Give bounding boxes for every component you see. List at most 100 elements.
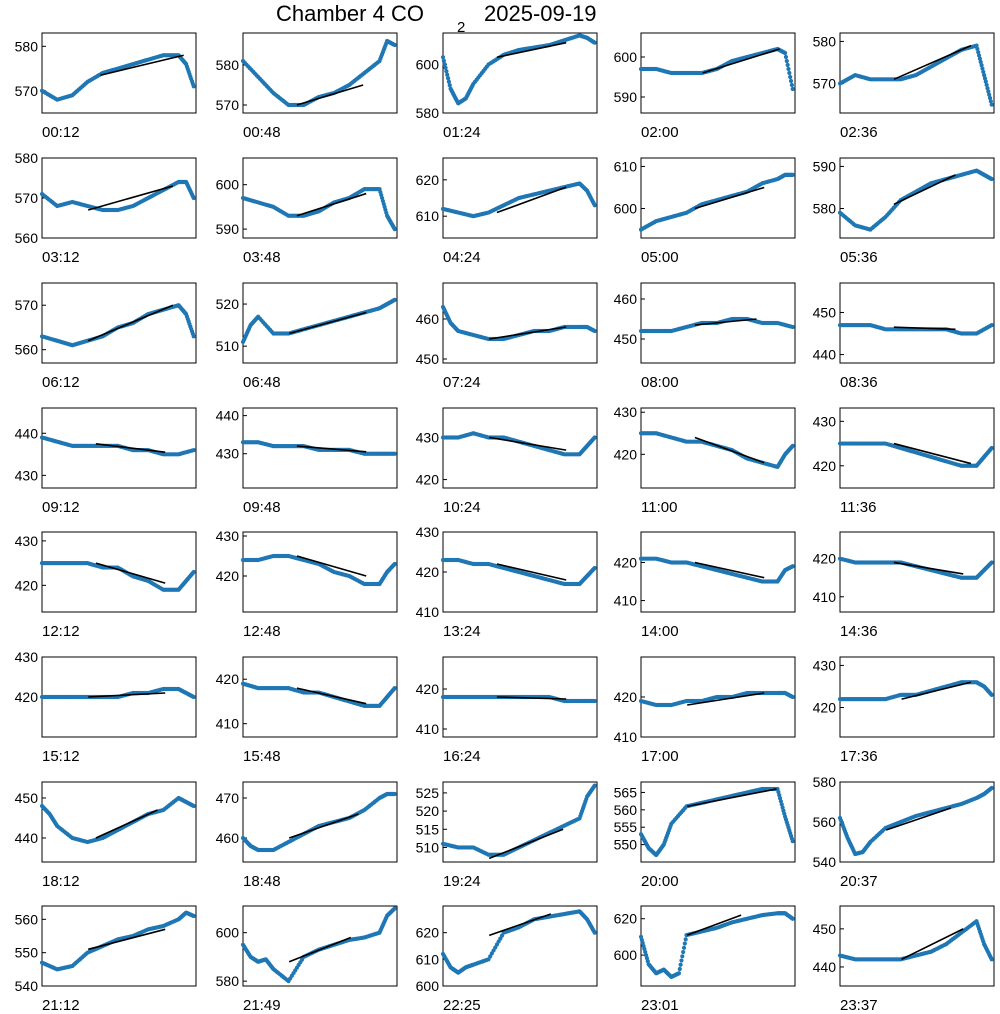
panel-1548: 410 420 15:48	[216, 656, 398, 765]
y-tick-label: 410	[416, 604, 440, 620]
y-tick-label: 420	[15, 577, 39, 593]
panel-0724: 450 460 07:24	[416, 282, 598, 391]
axes-frame	[41, 781, 197, 863]
y-tick-label: 560	[15, 342, 39, 358]
y-tick-label: 590	[614, 89, 638, 105]
panel-0912: 430 440 09:12	[15, 407, 197, 516]
y-tick-label: 590	[813, 158, 837, 174]
data-points	[837, 168, 994, 232]
axes-frame	[640, 905, 796, 987]
data-points	[240, 553, 397, 587]
title-subscript: 2	[457, 19, 465, 36]
y-tick-label: 570	[15, 190, 39, 206]
data-points	[638, 786, 795, 858]
y-tick-label: 410	[614, 729, 638, 745]
data-points	[837, 43, 994, 107]
fit-line	[893, 174, 956, 206]
data-points	[440, 431, 597, 457]
data-point	[790, 694, 795, 700]
y-tick-label: 420	[216, 671, 240, 687]
panel-0612: 560 570 06:12	[15, 282, 197, 391]
panel-0836: 440 450 08:36	[813, 282, 995, 391]
fit-line	[288, 813, 359, 839]
axes-frame	[442, 157, 598, 239]
fit-line	[496, 696, 567, 700]
y-tick-label: 420	[614, 554, 638, 570]
data-point	[683, 937, 688, 942]
y-tick-label: 600	[216, 925, 240, 941]
data-points	[638, 431, 795, 470]
panel-time-label: 13:24	[443, 623, 481, 640]
data-points	[240, 38, 397, 108]
panel-2037: 540 560 580 20:37	[813, 774, 995, 890]
y-tick-label: 420	[614, 446, 638, 462]
data-point	[191, 569, 196, 575]
data-point	[191, 195, 196, 201]
panel-0948: 430 440 09:48	[216, 407, 398, 516]
data-points	[837, 919, 994, 962]
data-point	[392, 297, 397, 302]
y-tick-label: 560	[15, 230, 39, 246]
y-tick-label: 580	[216, 973, 240, 989]
data-points	[240, 681, 397, 708]
data-point	[788, 78, 794, 84]
data-point	[784, 58, 789, 64]
panel-time-label: 23:37	[840, 997, 878, 1014]
panel-1324: 410 420 430 13:24	[416, 524, 598, 640]
data-points	[440, 181, 597, 219]
data-point	[981, 69, 986, 74]
data-point	[785, 62, 790, 68]
panel-time-label: 23:01	[641, 997, 679, 1014]
panel-0348: 590 600 03:48	[216, 157, 398, 266]
y-tick-label: 550	[614, 837, 638, 853]
fit-line	[488, 913, 552, 937]
y-tick-label: 565	[614, 784, 638, 800]
data-point	[392, 686, 397, 691]
data-point	[191, 694, 196, 700]
y-tick-label: 580	[813, 774, 837, 790]
data-point	[789, 82, 794, 88]
data-point	[679, 958, 684, 963]
axes-frame	[242, 282, 398, 364]
panel-time-label: 20:00	[641, 873, 679, 890]
axes-frame	[839, 407, 995, 489]
panel-time-label: 05:00	[641, 249, 679, 266]
fit-line	[296, 84, 364, 106]
data-points	[39, 53, 196, 102]
axes-frame	[41, 282, 197, 364]
data-point	[446, 79, 452, 84]
data-point	[988, 99, 993, 104]
panel-2301: 600 620 23:01	[614, 905, 796, 1014]
axes-frame	[640, 531, 796, 613]
data-point	[989, 957, 994, 962]
y-tick-label: 440	[15, 830, 39, 846]
axes-frame	[242, 407, 398, 489]
data-point	[790, 564, 795, 569]
data-point	[676, 971, 682, 976]
data-point	[790, 86, 795, 92]
axes-frame	[640, 32, 796, 114]
axes-frame	[442, 32, 598, 114]
y-tick-label: 430	[15, 649, 39, 665]
data-point	[985, 86, 990, 91]
y-tick-label: 580	[15, 150, 39, 166]
panel-0236: 570 580 02:36	[813, 32, 995, 141]
data-point	[984, 82, 989, 88]
data-point	[678, 962, 683, 967]
panel-time-label: 08:36	[840, 374, 878, 391]
axes-frame	[41, 157, 197, 239]
fit-line	[496, 41, 567, 59]
panel-time-label: 06:12	[42, 374, 80, 391]
figure-title: Chamber 4 CO 2 2025-09-19	[276, 1, 597, 36]
data-point	[987, 95, 993, 101]
data-point	[790, 172, 795, 177]
panel-time-label: 15:12	[42, 748, 80, 765]
data-points	[39, 303, 196, 348]
data-point	[790, 916, 795, 921]
fit-line	[489, 326, 567, 340]
fit-line	[88, 692, 166, 698]
panel-time-label: 02:00	[641, 124, 679, 141]
data-points	[837, 556, 994, 580]
y-tick-label: 430	[15, 533, 39, 549]
